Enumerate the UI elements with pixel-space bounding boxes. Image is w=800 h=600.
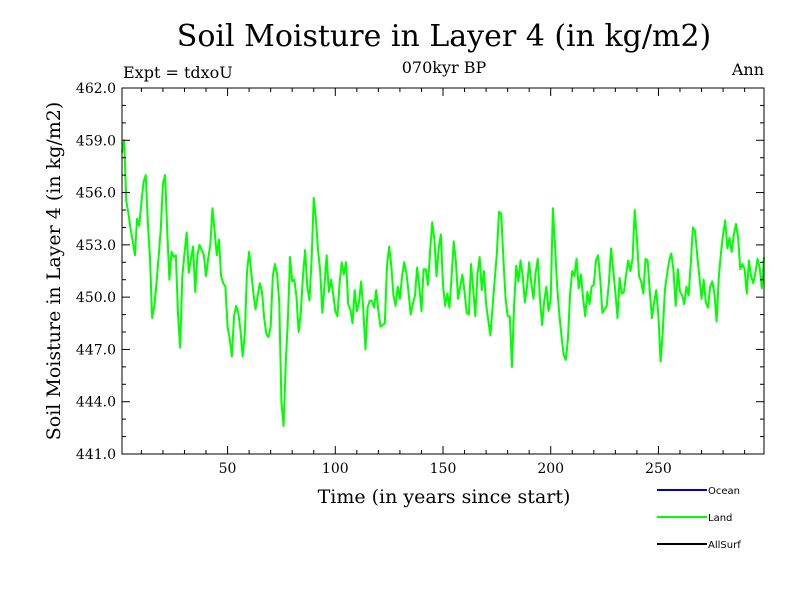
y-tick-label: 459.0	[76, 133, 116, 149]
y-tick-label: 450.0	[76, 290, 116, 306]
legend-label-ocean: Ocean	[708, 486, 740, 497]
x-tick-label: 250	[645, 461, 672, 477]
y-tick-labels: 441.0 444.0 447.0 450.0 453.0 456.0 459.0 462.0	[76, 81, 116, 463]
period-label: Ann	[731, 60, 764, 79]
x-tick-label: 150	[430, 461, 457, 477]
chart-title: Soil Moisture in Layer 4 (in kg/m2)	[177, 19, 711, 54]
y-axis-label: Soil Moisture in Layer 4 (in kg/m2)	[43, 102, 65, 441]
x-tick-labels: 50 100 150 200 250	[219, 461, 672, 477]
x-tick-label: 200	[537, 461, 564, 477]
y-tick-label: 444.0	[76, 395, 116, 411]
axis-ticks	[122, 87, 764, 455]
legend: Ocean Land AllSurf	[657, 486, 741, 551]
series-line-land	[121, 139, 765, 428]
legend-label-land: Land	[708, 513, 732, 524]
experiment-label: Expt = tdxoU	[123, 63, 233, 82]
x-axis-label: Time (in years since start)	[318, 486, 571, 508]
y-tick-label: 456.0	[76, 186, 116, 202]
legend-label-allsurf: AllSurf	[708, 540, 741, 551]
x-tick-label: 50	[219, 461, 237, 477]
chart-subtitle: 070kyr BP	[402, 58, 487, 77]
y-tick-label: 447.0	[76, 342, 116, 358]
y-tick-label: 453.0	[76, 238, 116, 254]
y-tick-label: 441.0	[76, 447, 116, 463]
y-tick-label: 462.0	[76, 81, 116, 97]
plot-area	[121, 139, 765, 428]
x-tick-label: 100	[322, 461, 349, 477]
